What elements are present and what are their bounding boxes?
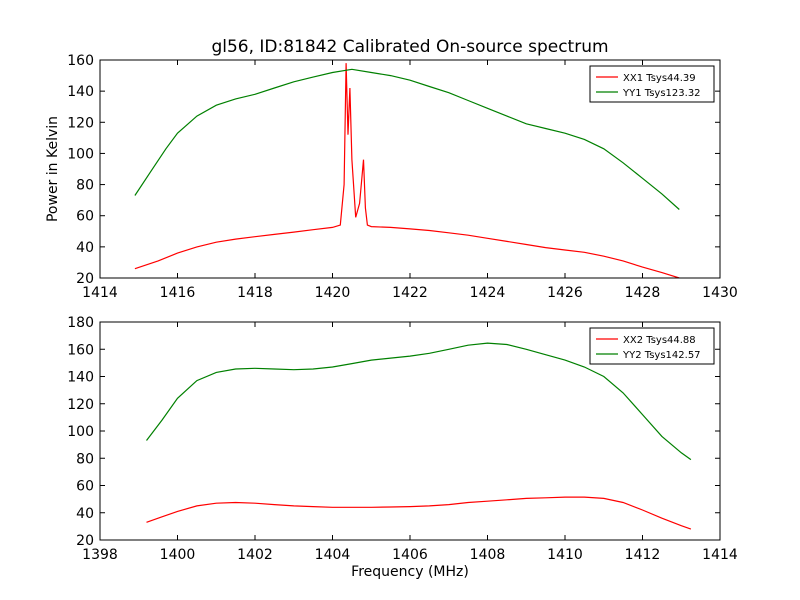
x-tick-label: 1420 — [315, 285, 351, 301]
legend-entry: YY2 Tsys142.57 — [622, 350, 701, 361]
legend-box — [589, 65, 715, 103]
y-tick-label: 40 — [76, 240, 94, 256]
y-axis-label-top: Power in Kelvin — [45, 116, 61, 222]
y-tick-label: 160 — [67, 342, 94, 358]
y-tick-label: 20 — [76, 271, 94, 287]
x-tick-label: 1430 — [702, 285, 738, 301]
legend-entry: XX2 Tsys44.88 — [623, 335, 696, 346]
series-line-xx2 — [146, 496, 692, 530]
legend-top: XX1 Tsys44.39 YY1 Tsys123.32 — [589, 65, 715, 103]
legend-box — [589, 327, 715, 365]
x-tick-label: 1406 — [392, 547, 428, 563]
x-axis-label-bottom: Frequency (MHz) — [351, 564, 469, 580]
x-tick-label: 1412 — [625, 547, 661, 563]
spectrum-plot-top: Power in Kelvin 1414 1416 1418 1420 1422 1424… — [45, 53, 738, 301]
y-tick-label: 180 — [67, 315, 94, 331]
y-tick-label: 80 — [76, 178, 94, 194]
x-tick-label: 1414 — [702, 547, 738, 563]
x-tick-label: 1416 — [160, 285, 196, 301]
x-tick-label: 1400 — [160, 547, 196, 563]
y-tick-label: 120 — [67, 397, 94, 413]
series-line-xx1 — [134, 63, 680, 278]
x-tick-label: 1410 — [547, 547, 583, 563]
legend-entry: YY1 Tsys123.32 — [622, 88, 701, 99]
y-tick-label: 80 — [76, 451, 94, 467]
x-tick-label: 1408 — [470, 547, 506, 563]
series-line-yy1 — [134, 68, 680, 210]
y-tick-label: 20 — [76, 533, 94, 549]
legend-bottom: XX2 Tsys44.88 YY2 Tsys142.57 — [589, 327, 715, 365]
x-tick-label: 1422 — [392, 285, 428, 301]
y-tick-label: 60 — [76, 479, 94, 495]
y-tick-label: 140 — [67, 370, 94, 386]
x-tick-label: 1402 — [237, 547, 273, 563]
y-tick-label: 60 — [76, 209, 94, 225]
x-tick-label: 1418 — [237, 285, 273, 301]
spectrum-plot-bottom: Frequency (MHz) 1398 1400 1402 1404 1406 1408… — [67, 315, 738, 580]
legend-entry: XX1 Tsys44.39 — [623, 73, 696, 84]
x-tick-label: 1424 — [470, 285, 506, 301]
x-tick-label: 1414 — [82, 285, 118, 301]
x-tick-label: 1428 — [625, 285, 661, 301]
y-tick-label: 140 — [67, 84, 94, 100]
x-tick-label: 1426 — [547, 285, 583, 301]
y-tick-label: 100 — [67, 146, 94, 162]
y-tick-label: 160 — [67, 53, 94, 69]
y-tick-label: 120 — [67, 115, 94, 131]
x-tick-label: 1398 — [82, 547, 118, 563]
x-tick-label: 1404 — [315, 547, 351, 563]
y-tick-label: 40 — [76, 506, 94, 522]
chart-title: gl56, ID:81842 Calibrated On-source spec… — [211, 37, 608, 57]
y-tick-label: 100 — [67, 424, 94, 440]
series-line-yy2 — [146, 342, 692, 461]
